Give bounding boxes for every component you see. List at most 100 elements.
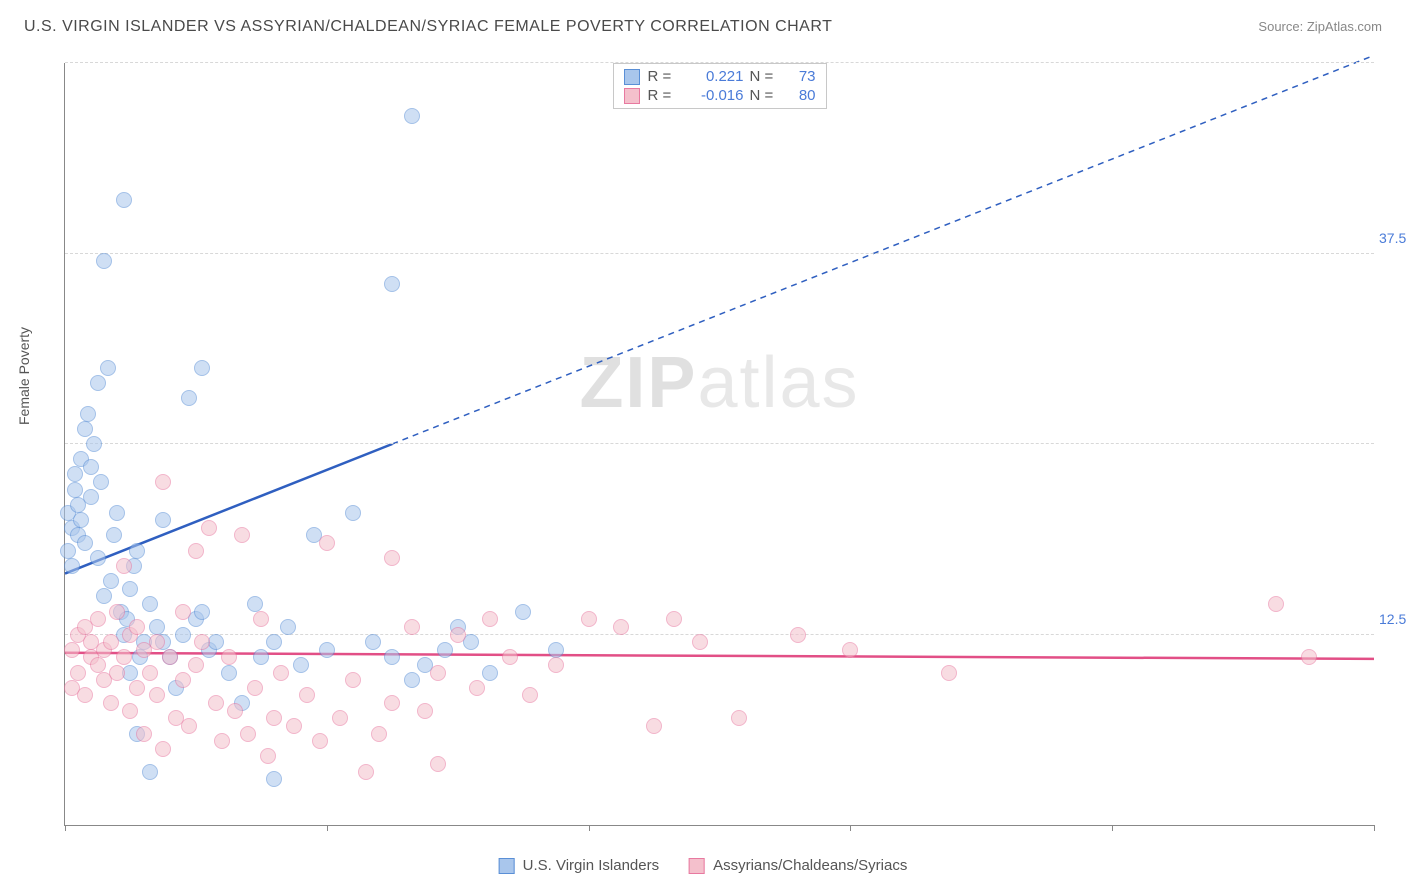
chart-title: U.S. VIRGIN ISLANDER VS ASSYRIAN/CHALDEA… <box>24 18 832 36</box>
data-point <box>129 543 145 559</box>
data-point <box>404 619 420 635</box>
trend-line-dashed <box>392 55 1374 444</box>
data-point <box>142 764 158 780</box>
data-point <box>83 459 99 475</box>
data-point <box>646 718 662 734</box>
data-point <box>96 253 112 269</box>
data-point <box>175 627 191 643</box>
legend-swatch <box>624 88 640 104</box>
data-point <box>365 634 381 650</box>
data-point <box>266 710 282 726</box>
data-point <box>234 527 250 543</box>
source-attribution: Source: ZipAtlas.com <box>1258 19 1382 34</box>
data-point <box>103 573 119 589</box>
data-point <box>266 771 282 787</box>
chart-container: Female Poverty ZIPatlas R =0.221N =73R =… <box>20 55 1386 874</box>
x-tick <box>65 825 66 831</box>
stat-n-value: 80 <box>786 87 816 104</box>
data-point <box>1301 649 1317 665</box>
data-point <box>136 726 152 742</box>
data-point <box>384 276 400 292</box>
data-point <box>116 558 132 574</box>
data-point <box>116 192 132 208</box>
data-point <box>266 634 282 650</box>
data-point <box>109 604 125 620</box>
data-point <box>293 657 309 673</box>
data-point <box>221 649 237 665</box>
data-point <box>227 703 243 719</box>
data-point <box>253 649 269 665</box>
data-point <box>116 649 132 665</box>
data-point <box>73 512 89 528</box>
data-point <box>417 703 433 719</box>
data-point <box>129 619 145 635</box>
data-point <box>109 665 125 681</box>
data-point <box>247 596 263 612</box>
trend-lines-layer <box>65 63 1374 825</box>
data-point <box>103 695 119 711</box>
stat-label: R = <box>648 68 678 85</box>
data-point <box>247 680 263 696</box>
plot-area: ZIPatlas R =0.221N =73R =-0.016N =80 12.… <box>64 63 1374 826</box>
data-point <box>384 695 400 711</box>
y-axis-label: Female Poverty <box>16 326 32 424</box>
data-point <box>437 642 453 658</box>
data-point <box>149 619 165 635</box>
gridline <box>65 253 1374 254</box>
data-point <box>332 710 348 726</box>
x-tick <box>327 825 328 831</box>
data-point <box>260 748 276 764</box>
legend-swatch <box>499 858 515 874</box>
data-point <box>142 665 158 681</box>
data-point <box>194 604 210 620</box>
data-point <box>345 505 361 521</box>
stat-r-value: -0.016 <box>684 87 744 104</box>
data-point <box>482 665 498 681</box>
data-point <box>77 535 93 551</box>
data-point <box>162 649 178 665</box>
data-point <box>194 360 210 376</box>
data-point <box>80 406 96 422</box>
data-point <box>613 619 629 635</box>
legend-label: Assyrians/Chaldeans/Syriacs <box>713 857 907 874</box>
data-point <box>175 672 191 688</box>
data-point <box>522 687 538 703</box>
data-point <box>502 649 518 665</box>
data-point <box>581 611 597 627</box>
x-tick <box>850 825 851 831</box>
data-point <box>64 642 80 658</box>
data-point <box>253 611 269 627</box>
data-point <box>155 474 171 490</box>
data-point <box>70 665 86 681</box>
data-point <box>1268 596 1284 612</box>
x-tick <box>589 825 590 831</box>
data-point <box>90 375 106 391</box>
data-point <box>299 687 315 703</box>
legend-label: U.S. Virgin Islanders <box>523 857 659 874</box>
data-point <box>482 611 498 627</box>
data-point <box>142 596 158 612</box>
data-point <box>548 642 564 658</box>
data-point <box>175 604 191 620</box>
data-point <box>469 680 485 696</box>
data-point <box>188 543 204 559</box>
data-point <box>67 466 83 482</box>
series-legend: U.S. Virgin Islanders Assyrians/Chaldeans… <box>499 857 908 874</box>
data-point <box>286 718 302 734</box>
data-point <box>122 703 138 719</box>
data-point <box>155 512 171 528</box>
data-point <box>450 627 466 643</box>
data-point <box>345 672 361 688</box>
stat-r-value: 0.221 <box>684 68 744 85</box>
y-tick-label: 37.5% <box>1379 230 1406 246</box>
data-point <box>384 550 400 566</box>
data-point <box>149 687 165 703</box>
data-point <box>548 657 564 673</box>
legend-swatch <box>689 858 705 874</box>
data-point <box>404 108 420 124</box>
data-point <box>96 588 112 604</box>
data-point <box>430 665 446 681</box>
data-point <box>941 665 957 681</box>
data-point <box>214 733 230 749</box>
correlation-stats-box: R =0.221N =73R =-0.016N =80 <box>613 63 827 109</box>
